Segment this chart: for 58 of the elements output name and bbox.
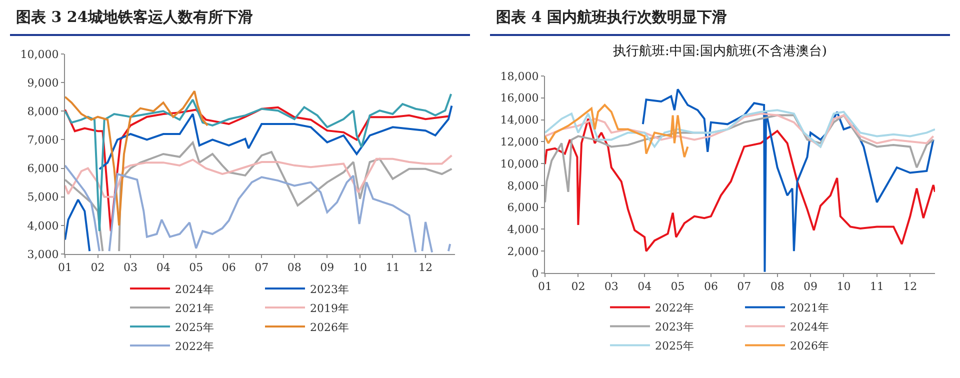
x-tick-label: 06 xyxy=(222,261,236,274)
x-tick-label: 10 xyxy=(352,261,367,274)
y-tick-label: 7,000 xyxy=(27,134,59,147)
x-tick-label: 07 xyxy=(737,280,752,294)
x-tick-label: 04 xyxy=(638,280,652,294)
y-tick-label: 5,000 xyxy=(27,190,59,204)
x-tick-label: 09 xyxy=(804,280,818,294)
legend-label: 2026年 xyxy=(310,320,349,334)
x-tick-label: 11 xyxy=(386,261,400,274)
y-tick-label: 16,000 xyxy=(500,92,539,105)
y-tick-label: 8,000 xyxy=(27,104,59,118)
y-tick-label: 4,000 xyxy=(27,219,59,232)
chart-title: 图表 4 国内航班执行次数明显下滑 xyxy=(490,0,950,36)
legend-label: 2022年 xyxy=(175,340,214,353)
x-tick-label: 08 xyxy=(770,280,784,294)
y-tick-label: 10,000 xyxy=(20,48,59,61)
x-tick-label: 12 xyxy=(418,261,432,274)
x-tick-label: 08 xyxy=(287,261,302,274)
chart-title: 图表 3 24城地铁客运人数有所下滑 xyxy=(10,0,470,36)
legend-label: 2021年 xyxy=(790,301,829,314)
legend-label: 2022年 xyxy=(655,301,694,314)
legend-label: 2023年 xyxy=(310,282,349,296)
y-tick-label: 3,000 xyxy=(27,248,59,261)
y-tick-label: 9,000 xyxy=(27,76,59,90)
y-tick-label: 14,000 xyxy=(500,114,539,127)
y-tick-label: 6,000 xyxy=(27,162,59,176)
x-tick-label: 05 xyxy=(189,261,204,274)
x-tick-label: 01 xyxy=(538,280,552,294)
x-tick-label: 03 xyxy=(604,280,618,294)
x-tick-label: 11 xyxy=(870,280,884,294)
legend-label: 2023年 xyxy=(655,320,694,334)
y-tick-label: 10,000 xyxy=(500,157,539,170)
y-tick-label: 6,000 xyxy=(507,201,539,214)
x-tick-label: 03 xyxy=(124,261,138,274)
x-tick-label: 06 xyxy=(704,280,718,294)
x-tick-label: 01 xyxy=(58,261,72,274)
legend-label: 2019年 xyxy=(310,302,349,315)
legend-label: 2025年 xyxy=(175,320,214,334)
x-tick-label: 02 xyxy=(90,261,105,274)
y-tick-label: 18,000 xyxy=(500,70,539,83)
legend-label: 2024年 xyxy=(175,282,214,296)
x-tick-label: 04 xyxy=(156,261,170,274)
x-tick-label: 02 xyxy=(571,280,586,294)
x-tick-label: 10 xyxy=(836,280,851,294)
x-tick-label: 07 xyxy=(254,261,269,274)
chart-subtitle: 执行航班:中国:国内航班(不含港澳台) xyxy=(613,44,827,60)
legend-label: 2026年 xyxy=(790,339,829,352)
y-tick-label: 8,000 xyxy=(507,179,539,192)
y-tick-label: 12,000 xyxy=(500,136,539,149)
legend-label: 2024年 xyxy=(790,320,829,334)
legend-label: 2021年 xyxy=(175,302,214,315)
y-tick-label: 0 xyxy=(532,266,539,280)
x-tick-label: 12 xyxy=(903,280,918,294)
x-tick-label: 05 xyxy=(670,280,685,294)
x-tick-label: 09 xyxy=(320,261,334,274)
y-tick-label: 2,000 xyxy=(507,244,539,258)
legend-label: 2025年 xyxy=(655,339,694,352)
y-tick-label: 4,000 xyxy=(507,223,539,236)
